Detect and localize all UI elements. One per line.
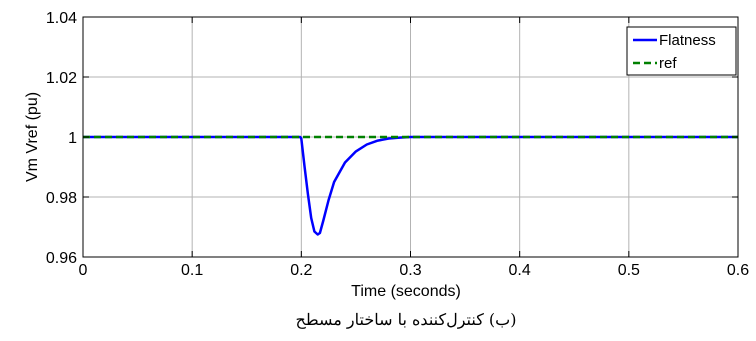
legend-label-flatness: Flatness	[659, 32, 716, 49]
x-tick-label: 0.4	[509, 262, 531, 279]
x-tick-label: 0.1	[181, 262, 203, 279]
figure-caption: (ب) کنترل‌کننده با ساختار مسطح	[296, 310, 517, 329]
x-tick-label: 0.3	[399, 262, 421, 279]
series-line-flatness	[83, 135, 738, 236]
x-tick-label: 0.5	[618, 262, 640, 279]
y-tick-label: 1.02	[46, 70, 77, 87]
x-tick-label: 0.2	[290, 262, 312, 279]
series-lines	[83, 135, 738, 236]
x-tick-label: 0	[79, 262, 88, 279]
tick-marks	[82, 16, 739, 258]
y-tick-label: 0.96	[46, 250, 77, 267]
legend-box	[626, 26, 737, 76]
legend-label-ref: ref	[659, 55, 677, 72]
y-tick-label: 1.04	[46, 10, 77, 27]
legend: Flatness ref	[626, 26, 737, 76]
y-tick-label: 1	[68, 130, 77, 147]
y-axis-label: Vm Vref (pu)	[24, 92, 41, 182]
y-tick-label: 0.98	[46, 190, 77, 207]
x-axis-label: Time (seconds)	[351, 283, 461, 300]
x-tick-label: 0.6	[727, 262, 749, 279]
tick-labels: 0 0.1 0.2 0.3 0.4 0.5 0.6 0.96 0.98 1 1.02 1.04	[46, 10, 749, 279]
